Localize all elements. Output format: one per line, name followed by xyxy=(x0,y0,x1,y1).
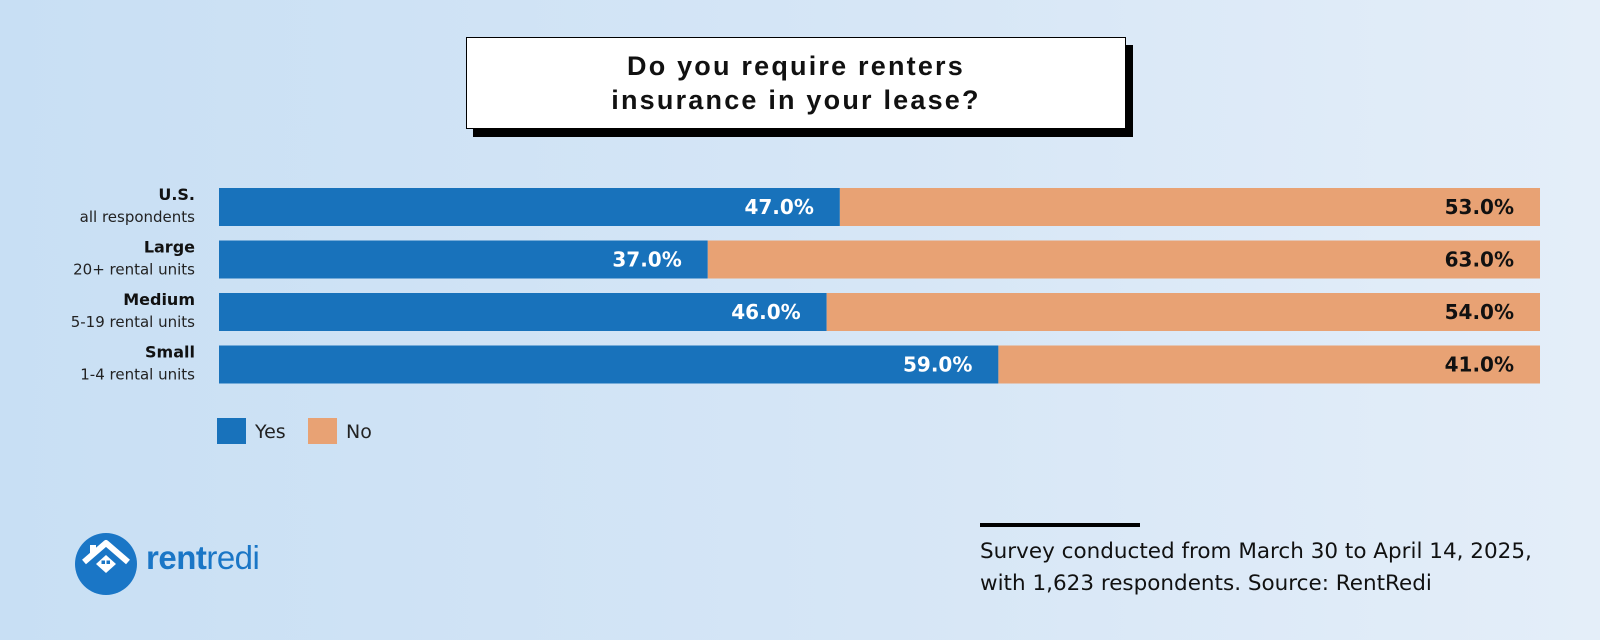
category-label-1: Large xyxy=(144,238,195,257)
source-divider xyxy=(980,523,1140,527)
value-label-no-0: 53.0% xyxy=(1445,195,1514,219)
bar-yes-3 xyxy=(219,345,999,384)
category-label-0: U.S. xyxy=(158,185,195,204)
value-label-yes-3: 59.0% xyxy=(903,353,972,377)
category-sublabel-1: 20+ rental units xyxy=(73,261,195,279)
source-line-1: Survey conducted from March 30 to April … xyxy=(980,539,1532,564)
value-label-no-1: 63.0% xyxy=(1445,248,1514,272)
category-label-3: Small xyxy=(145,343,195,362)
category-label-2: Medium xyxy=(123,290,195,309)
source-note: Survey conducted from March 30 to April … xyxy=(980,536,1580,600)
legend-swatch-no xyxy=(308,418,337,444)
value-label-yes-0: 47.0% xyxy=(744,195,813,219)
title-line-2: insurance in your lease? xyxy=(611,85,981,115)
house-logo-icon xyxy=(75,533,137,595)
value-label-yes-2: 46.0% xyxy=(731,300,800,324)
category-sublabel-2: 5-19 rental units xyxy=(71,313,195,331)
chart-title: Do you require renters insurance in your… xyxy=(466,37,1133,137)
title-box: Do you require renters insurance in your… xyxy=(466,37,1126,129)
title-line-1: Do you require renters xyxy=(627,51,965,81)
legend-label-no: No xyxy=(346,421,372,443)
bar-no-0 xyxy=(839,188,1540,226)
category-sublabel-0: all respondents xyxy=(80,208,196,226)
bar-yes-1 xyxy=(219,240,708,279)
logo-text-redi: redi xyxy=(206,539,260,576)
bar-yes-0 xyxy=(219,188,840,226)
logo-wordmark: rentredi xyxy=(146,539,260,577)
category-sublabel-3: 1-4 rental units xyxy=(80,366,195,384)
value-label-yes-1: 37.0% xyxy=(612,248,681,272)
value-label-no-2: 54.0% xyxy=(1445,300,1514,324)
logo-text-rent: rent xyxy=(146,539,207,576)
legend-label-yes: Yes xyxy=(254,421,286,443)
source-line-2: with 1,623 respondents. Source: RentRedi xyxy=(980,571,1432,596)
bar-no-3 xyxy=(998,345,1540,384)
bar-no-2 xyxy=(826,293,1540,331)
value-label-no-3: 41.0% xyxy=(1445,353,1514,377)
rentredi-logo: rentredi xyxy=(74,531,274,595)
legend-swatch-yes xyxy=(217,418,246,444)
bar-yes-2 xyxy=(219,293,827,331)
bar-no-1 xyxy=(707,240,1540,279)
